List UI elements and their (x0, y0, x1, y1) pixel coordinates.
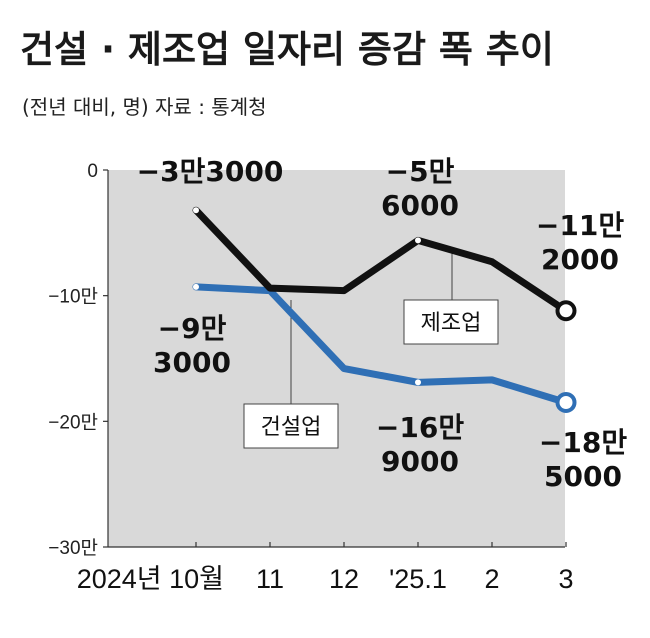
data-label: −5만 (386, 155, 455, 188)
x-axis: 2024년 10월 11 12 '25.1 2 3 (77, 542, 574, 594)
data-label: 6000 (381, 189, 459, 222)
data-label: −18만 (539, 426, 627, 459)
y-tick-label: 0 (87, 161, 98, 182)
x-tick-label: 2024년 10월 (77, 564, 224, 594)
data-label: 9000 (381, 445, 459, 478)
data-label: −3만3000 (137, 155, 284, 188)
series-line (192, 206, 570, 315)
data-point (415, 379, 421, 386)
y-tick-label: −30만 (48, 537, 98, 559)
data-label: 3000 (153, 346, 231, 379)
series-name-label: 건설업 (261, 415, 322, 440)
x-tick-label: 11 (256, 564, 284, 594)
x-tick-label: 2 (484, 564, 499, 594)
data-point (193, 207, 199, 214)
data-point (193, 283, 199, 290)
data-point-end (555, 391, 577, 413)
y-tick-label: −20만 (48, 411, 98, 433)
series-lines (192, 206, 570, 406)
data-label: −9만 (158, 312, 227, 345)
series-name-label: 제조업 (421, 311, 482, 336)
data-label: −16만 (376, 411, 464, 444)
chart-title: 건설 · 제조업 일자리 증감 폭 추이 (20, 28, 554, 71)
x-tick-label: '25.1 (389, 564, 447, 594)
chart-subtitle: (전년 대비, 명) 자료 : 통계청 (22, 95, 267, 119)
data-point (415, 237, 421, 244)
data-points (193, 207, 577, 413)
x-tick-label: 12 (329, 564, 359, 594)
data-label: −11만 (536, 209, 624, 242)
data-label: 5000 (544, 460, 622, 493)
y-axis: 0 −10만 −20만 −30만 (48, 161, 109, 559)
data-point-end (555, 300, 577, 322)
series-label-box (403, 299, 499, 345)
series-line (192, 283, 570, 406)
data-label: 2000 (541, 243, 619, 276)
x-tick-label: 3 (558, 564, 573, 594)
y-tick-label: −10만 (48, 286, 98, 308)
series-label-box (243, 403, 339, 449)
